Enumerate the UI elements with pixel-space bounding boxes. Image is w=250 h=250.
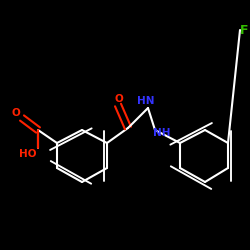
Text: HN: HN (137, 96, 154, 106)
Text: NH: NH (152, 128, 170, 138)
Text: HO: HO (19, 149, 37, 159)
Text: F: F (240, 24, 248, 36)
Text: O: O (115, 94, 124, 104)
Text: O: O (12, 108, 20, 118)
